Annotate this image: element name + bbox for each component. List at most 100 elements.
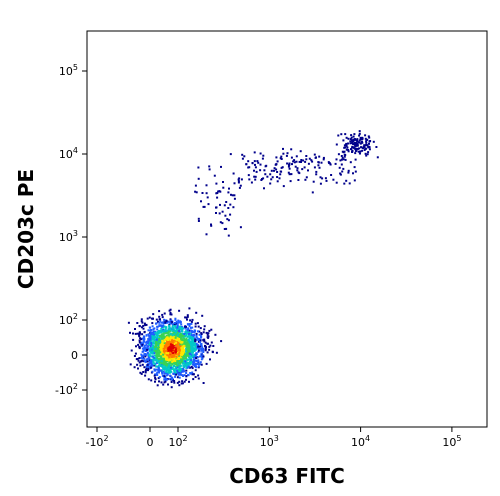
event-dot [198,330,201,333]
event-dot [185,339,188,341]
event-dot [140,359,143,362]
event-dot [180,325,183,328]
event-dot [221,210,224,213]
event-dot [171,329,174,332]
event-dot [169,368,172,371]
event-dot [201,354,204,357]
event-dot [330,174,333,176]
event-dot [287,165,290,168]
event-dot [170,366,172,369]
event-dot [354,152,357,155]
event-dot [351,142,354,145]
event-dot [181,328,183,331]
event-dot [348,182,351,185]
event-dot [162,367,165,370]
event-dot [183,355,185,358]
event-dot [181,370,184,373]
event-dot [319,182,322,185]
event-dot [220,340,223,343]
event-dot [159,345,162,347]
event-dot [149,367,151,370]
event-dot [167,358,170,361]
y-tick-label: 102 [59,312,78,327]
event-dot [186,348,189,351]
event-dot [142,339,145,342]
event-dot [161,339,164,342]
event-dot [178,376,181,379]
event-dot [138,341,141,344]
y-axis-ticks: -102 0 102 103 104 105 [55,63,87,397]
event-dot [160,321,163,324]
event-dot [158,349,161,352]
event-dot [163,340,166,343]
event-dot [200,342,203,345]
event-dot [161,374,164,377]
event-dot [156,333,158,336]
event-dot [192,363,194,366]
event-dot [250,181,253,184]
event-dot [221,222,224,225]
event-dot [178,339,181,342]
event-dot [227,219,230,222]
event-dot [176,331,179,334]
event-dot [158,335,161,337]
event-dot [339,159,342,162]
event-dot [180,354,183,357]
event-dot [254,175,257,178]
event-dot [187,327,190,330]
event-dot [168,351,171,354]
event-dot [227,234,230,237]
event-dot [193,344,196,347]
event-dot [368,148,371,151]
event-dot [345,136,348,139]
event-dot [340,155,343,157]
event-dot [340,158,343,161]
event-dot [148,360,151,363]
event-dot [275,168,278,171]
event-dot [163,376,166,379]
event-dot [180,349,183,352]
event-dot [190,322,193,325]
event-dot [146,317,149,320]
event-dot [264,173,267,176]
event-dot [154,330,157,333]
event-dot [185,347,188,350]
event-dot [143,359,146,362]
event-dot [237,180,240,183]
event-dot [165,370,168,373]
event-dot [218,190,221,193]
event-dot [343,182,346,185]
event-dot [178,347,181,350]
event-dot [340,133,343,136]
event-dot [169,347,172,350]
event-dot [164,337,167,340]
event-dot [212,345,215,347]
event-dot [352,172,354,175]
event-dot [200,333,203,336]
event-dot [201,346,204,349]
event-dot [192,373,195,376]
event-dot [358,132,361,135]
event-dot [276,171,279,173]
event-dot [255,170,258,173]
event-dot [185,366,188,369]
event-dot [137,367,139,370]
event-dot [206,196,209,199]
event-dot [225,201,228,203]
event-dot [364,137,367,140]
event-dot [154,376,157,379]
event-dot [167,351,170,354]
event-dot [178,352,181,354]
event-dot [165,369,168,371]
event-dot [195,357,198,360]
event-dot [187,323,190,326]
event-dot [142,349,145,352]
event-dot [350,148,352,151]
event-dot [127,321,130,324]
event-dot [150,339,153,342]
event-dot [171,346,173,349]
y-tick-label: 105 [59,63,78,78]
event-dot [188,334,191,337]
event-dot [189,354,192,357]
event-dot [369,140,372,142]
